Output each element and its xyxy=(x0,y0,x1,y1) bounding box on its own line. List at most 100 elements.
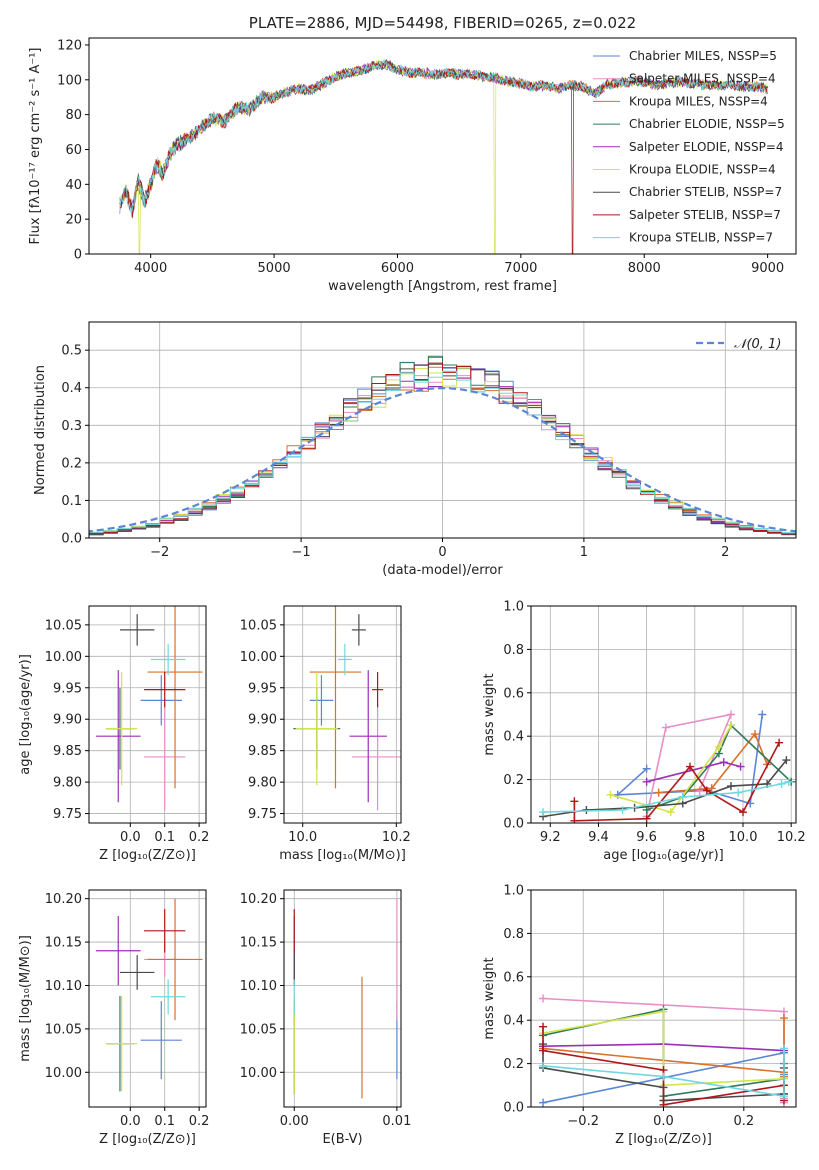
x-axis-label: Z [log₁₀(Z/Z⊙)] xyxy=(615,1132,712,1147)
y-tick-label: 0.2 xyxy=(61,456,82,471)
x-tick-label: 1 xyxy=(580,545,588,560)
x-axis-label: (data-model)/error xyxy=(382,563,503,578)
weight-marker xyxy=(642,777,651,786)
x-tick-label: −1 xyxy=(292,545,311,560)
y-tick-label: 10.20 xyxy=(240,892,277,907)
x-tick-label: 10.2 xyxy=(382,830,411,845)
histogram-3 xyxy=(89,355,796,537)
y-tick-label: 0.5 xyxy=(61,344,82,359)
weight-line-5 xyxy=(542,1010,785,1087)
weight-line-6 xyxy=(542,759,788,818)
age-vs-mass-panel: 10.0 10.2 9.75 9.80 9.85 9.90 9.95 10.00 10.05 ma… xyxy=(240,605,411,863)
y-axis-label: mass weight xyxy=(482,673,497,755)
weight-marker xyxy=(539,1061,548,1070)
plot-area xyxy=(284,890,401,1107)
axes-frame xyxy=(88,321,797,539)
y-tick-label: 0.4 xyxy=(503,1014,524,1029)
y-axis-label: Flux [fλ10⁻¹⁷ erg cm⁻² s⁻¹ A⁻¹] xyxy=(28,48,43,245)
y-tick-label: 10.10 xyxy=(240,979,277,994)
axes-frame xyxy=(88,37,797,255)
legend-label: Chabrier MILES, NSSP=5 xyxy=(629,49,777,63)
y-tick-label: 40 xyxy=(65,178,82,193)
x-tick-label: 6000 xyxy=(381,261,414,276)
x-tick-label: 0.00 xyxy=(280,1114,309,1129)
x-tick-label: 4000 xyxy=(134,261,167,276)
y-tick-label: 10.10 xyxy=(45,979,82,994)
weight-marker xyxy=(678,792,687,801)
y-tick-label: 0.2 xyxy=(503,773,524,788)
weight-marker xyxy=(539,994,548,1003)
mass-vs-metallicity-panel: 0.0 0.1 0.2 10.00 10.05 10.10 10.15 10.20 Z [log… xyxy=(18,889,209,1147)
y-tick-label: 9.75 xyxy=(53,807,82,822)
y-tick-label: 0.4 xyxy=(503,730,524,745)
y-tick-label: 9.95 xyxy=(53,681,82,696)
x-tick-label: 7000 xyxy=(504,261,537,276)
chart-title: PLATE=2886, MJD=54498, FIBERID=0265, z=0… xyxy=(249,14,636,32)
weight-marker xyxy=(758,710,767,719)
x-tick-label: 0 xyxy=(438,545,446,560)
plot-area xyxy=(284,606,401,823)
legend-label: Chabrier ELODIE, NSSP=5 xyxy=(629,117,785,131)
histogram-8 xyxy=(89,370,796,535)
y-tick-label: 9.90 xyxy=(53,713,82,728)
y-tick-label: 0 xyxy=(74,248,82,263)
weight-marker xyxy=(642,814,651,823)
y-tick-label: 10.00 xyxy=(240,1066,277,1081)
y-tick-label: 0.3 xyxy=(61,419,82,434)
plot-area xyxy=(89,890,206,1107)
legend-label: Salpeter ELODIE, NSSP=4 xyxy=(629,140,784,154)
x-tick-label: 10.0 xyxy=(729,830,758,845)
weight-marker xyxy=(736,762,745,771)
x-tick-label: 0.0 xyxy=(120,830,141,845)
y-tick-label: 60 xyxy=(65,143,82,158)
weight-marker xyxy=(751,730,760,739)
legend-label: Chabrier STELIB, NSSP=7 xyxy=(629,185,782,199)
y-tick-label: 9.80 xyxy=(248,776,277,791)
y-tick-label: 9.80 xyxy=(53,776,82,791)
weight-marker xyxy=(642,764,651,773)
legend-label: Kroupa STELIB, NSSP=7 xyxy=(629,231,773,245)
weight-marker xyxy=(714,743,723,752)
y-tick-label: 20 xyxy=(65,213,82,228)
x-tick-label: 0.0 xyxy=(653,1114,674,1129)
x-tick-label: 5000 xyxy=(258,261,291,276)
axes-frame xyxy=(283,889,402,1108)
weight-marker xyxy=(582,805,591,814)
weight-marker xyxy=(775,738,784,747)
spectrum-panel: 4000 5000 6000 7000 8000 9000 0 20 40 60 80 100 120 w… xyxy=(28,14,797,294)
y-tick-label: 0.6 xyxy=(503,970,524,985)
weight-marker xyxy=(570,816,579,823)
y-axis-label: mass [log₁₀(M/M⊙)] xyxy=(18,935,33,1062)
residuals-histogram-panel: −2 −1 0 1 2 0.0 0.1 0.2 0.3 0.4 0.5 (data-model)/er… xyxy=(33,321,797,578)
x-axis-label: wavelength [Angstrom, rest frame] xyxy=(328,279,557,294)
y-tick-label: 10.05 xyxy=(45,1022,82,1037)
mass-vs-ebv-panel: 0.00 0.01 10.00 10.05 10.10 10.15 10.20 E(B-V) xyxy=(240,889,411,1147)
y-tick-label: 0.8 xyxy=(503,643,524,658)
y-tick-label: 120 xyxy=(57,38,82,53)
legend-label: 𝒩(0, 1) xyxy=(734,337,781,352)
y-tick-label: 9.75 xyxy=(248,807,277,822)
y-tick-label: 10.00 xyxy=(45,1066,82,1081)
mass-weight-vs-age-panel: 9.2 9.4 9.6 9.8 10.0 10.2 0.0 0.2 0.4 0.6 0.8 1.0 ag… xyxy=(482,600,806,864)
x-tick-label: 2 xyxy=(721,545,729,560)
y-tick-label: 100 xyxy=(57,73,82,88)
spectrum-line-8 xyxy=(119,57,768,213)
weight-marker xyxy=(539,1098,548,1107)
weight-marker xyxy=(618,805,627,814)
mass-weight-vs-metallicity-panel: −0.2 0.0 0.2 0.0 0.2 0.4 0.6 0.8 1.0 Z [log₁₀(Z/Z… xyxy=(482,884,797,1147)
weight-marker xyxy=(707,784,716,793)
y-tick-label: 10.20 xyxy=(45,892,82,907)
weight-marker xyxy=(695,786,704,795)
x-axis-label: mass [log₁₀(M/M⊙)] xyxy=(279,848,406,863)
weight-marker xyxy=(779,1014,788,1023)
legend-label: Kroupa MILES, NSSP=4 xyxy=(629,94,768,108)
plot-area xyxy=(89,322,796,538)
axes-frame xyxy=(88,889,207,1108)
x-tick-label: 10.2 xyxy=(777,830,806,845)
x-tick-label: 8000 xyxy=(628,261,661,276)
x-tick-label: 9.8 xyxy=(684,830,705,845)
weight-marker xyxy=(661,723,670,732)
y-tick-label: 80 xyxy=(65,108,82,123)
x-axis-label: Z [log₁₀(Z/Z⊙)] xyxy=(99,848,196,863)
y-tick-label: 9.85 xyxy=(53,744,82,759)
